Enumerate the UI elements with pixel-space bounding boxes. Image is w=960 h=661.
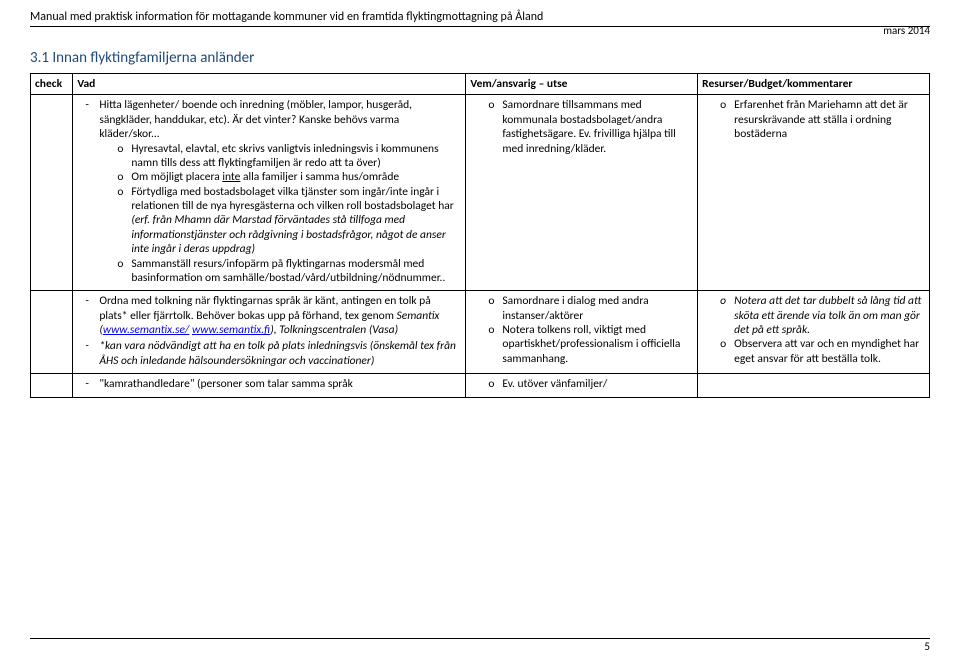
cell-res: Notera att det tar dubbelt så lång tid a… <box>698 291 930 374</box>
cell-vem: Samordnare tillsammans med kommunala bos… <box>466 95 698 291</box>
text: Ordna med tolkning när flyktingarnas spr… <box>99 294 430 322</box>
list-item: Observera att var och en myndighet har e… <box>720 337 925 366</box>
list-item: Ordna med tolkning när flyktingarnas spr… <box>89 294 461 337</box>
cell-vad: Hitta lägenheter/ boende och inredning (… <box>73 95 466 291</box>
text: Om möjligt placera <box>131 170 222 184</box>
list-item: Sammanställ resurs/infopärm på flyktinga… <box>117 257 461 286</box>
doc-date: mars 2014 <box>883 24 930 37</box>
list-item: Ev. utöver vänfamiljer/ <box>488 377 693 391</box>
list-item: Samordnare i dialog med andra instanser/… <box>488 294 693 323</box>
section-heading: 3.1 Innan flyktingfamiljerna anländer <box>30 49 930 67</box>
list-item: Notera tolkens roll, viktigt med opartis… <box>488 323 693 366</box>
col-check: check <box>31 74 73 95</box>
list-item: Om möjligt placera inte alla familjer i … <box>117 170 461 184</box>
cell-vem: Ev. utöver vänfamiljer/ <box>466 374 698 397</box>
text: Förtydliga med bostadsbolaget vilka tjän… <box>131 185 453 213</box>
table-row: Ordna med tolkning när flyktingarnas spr… <box>31 291 930 374</box>
list-item: Erfarenhet från Mariehamn att det är res… <box>720 98 925 141</box>
table-row: Hitta lägenheter/ boende och inredning (… <box>31 95 930 291</box>
list-item: Förtydliga med bostadsbolaget vilka tjän… <box>117 185 461 257</box>
list-item: Samordnare tillsammans med kommunala bos… <box>488 98 693 156</box>
cell-res <box>698 374 930 397</box>
content-table: check Vad Vem/ansvarig – utse Resurser/B… <box>30 73 930 398</box>
list-item: Notera att det tar dubbelt så lång tid a… <box>720 294 925 337</box>
cell-vad: Ordna med tolkning när flyktingarnas spr… <box>73 291 466 374</box>
cell-check <box>31 374 73 397</box>
doc-title: Manual med praktisk information för mott… <box>30 10 543 24</box>
col-vad: Vad <box>73 74 466 95</box>
cell-check <box>31 95 73 291</box>
text: Hitta lägenheter/ boende och inredning (… <box>99 98 412 141</box>
table-header-row: check Vad Vem/ansvarig – utse Resurser/B… <box>31 74 930 95</box>
list-item: "kamrathandledare" (personer som talar s… <box>89 377 461 391</box>
link-semantix-fi[interactable]: www.semantix.fi <box>192 323 270 337</box>
list-item: *kan vara nödvändigt att ha en tolk på p… <box>89 339 461 368</box>
list-item: Hyresavtal, elavtal, etc skrivs vanligtv… <box>117 142 461 171</box>
table-row: "kamrathandledare" (personer som talar s… <box>31 374 930 397</box>
col-vem: Vem/ansvarig – utse <box>466 74 698 95</box>
col-res: Resurser/Budget/kommentarer <box>698 74 930 95</box>
text: ), Tolkningscentralen (Vasa) <box>270 323 398 337</box>
link-semantix-se[interactable]: www.semantix.se/ <box>103 323 190 337</box>
doc-header: Manual med praktisk information för mott… <box>30 10 930 27</box>
cell-vad: "kamrathandledare" (personer som talar s… <box>73 374 466 397</box>
list-item: Hitta lägenheter/ boende och inredning (… <box>89 98 461 285</box>
cell-vem: Samordnare i dialog med andra instanser/… <box>466 291 698 374</box>
cell-res: Erfarenhet från Mariehamn att det är res… <box>698 95 930 291</box>
page-number: 5 <box>30 638 930 653</box>
text: alla familjer i samma hus/område <box>240 170 399 184</box>
underline-text: inte <box>222 170 240 184</box>
italic-text: (erf. från Mhamn där Marstad förväntades… <box>131 213 445 256</box>
cell-check <box>31 291 73 374</box>
